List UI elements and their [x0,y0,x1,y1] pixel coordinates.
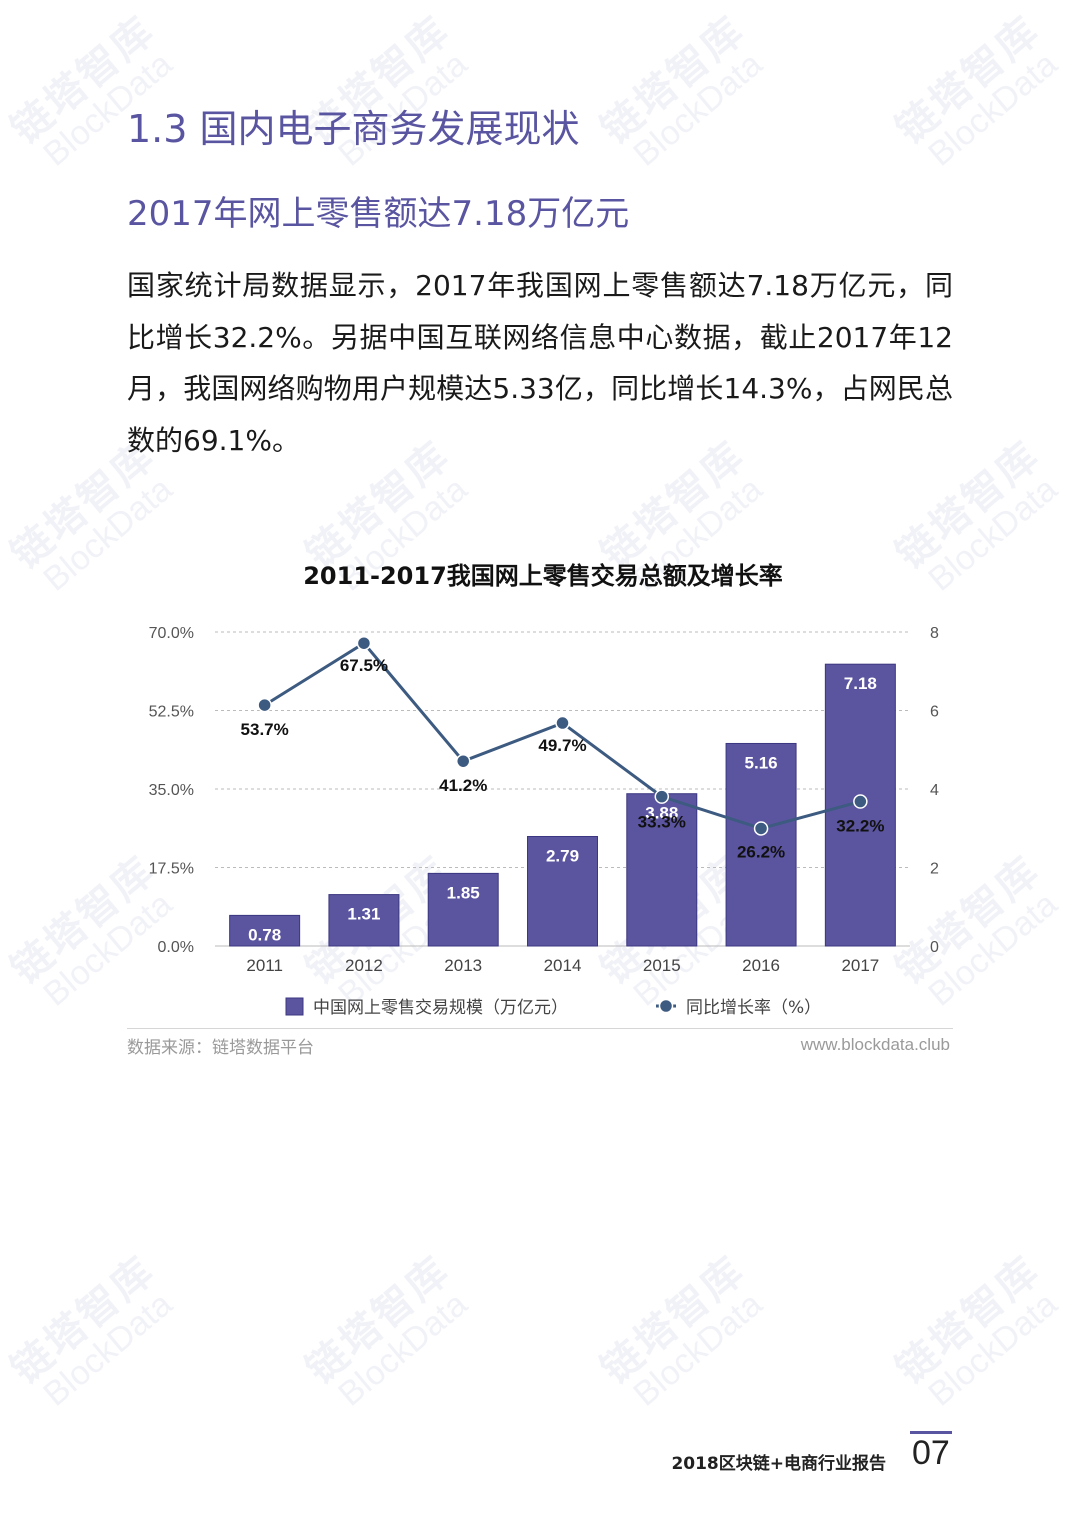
line-point [356,635,372,651]
x-tick-label: 2014 [544,956,582,975]
bar [427,872,499,947]
line-value-label: 32.2% [836,817,884,836]
bar-value-label: 7.18 [844,674,877,693]
line-value-label: 41.2% [439,776,487,795]
line-value-label: 33.3% [638,813,686,832]
bar-value-label: 2.79 [546,846,579,865]
line-point [753,821,769,836]
bar-value-label: 1.31 [347,905,380,924]
y-right-tick-label: 8 [930,625,939,642]
chart-title: 2011-2017我国网上零售交易总额及增长率 [303,562,783,590]
website-link: www.blockdata.club [800,1035,950,1054]
line-value-label: 67.5% [340,656,388,675]
line-point [853,794,868,809]
data-source-label: 数据来源：链塔数据平台 [127,1038,314,1058]
y-right-tick-label: 4 [930,782,939,799]
bar [626,793,698,947]
retail-chart: 2011-2017我国网上零售交易总额及增长率 0.0% 0 17.5% 2 35.0% 4… [149,562,939,1018]
y-left-tick-label: 0.0% [158,939,194,956]
bar [328,894,400,947]
body-paragraph: 国家统计局数据显示，2017年我国网上零售额达7.18万亿元，同比增长32.2%… [127,269,953,457]
bar-value-label: 3.88 [645,804,678,823]
x-tick-label: 2013 [444,956,482,975]
line-point [257,697,272,713]
y-left-tick-label: 52.5% [149,704,194,721]
line-point [555,715,570,731]
x-tick-label: 2017 [841,956,879,975]
bar [527,835,598,947]
source-divider [127,1028,953,1029]
page-number-accent [910,1431,952,1434]
sub-title: 2017年网上零售额达7.18万亿元 [127,194,630,234]
y-right-tick-label: 6 [930,704,939,721]
line-value-label: 26.2% [737,842,785,861]
line-value-label: 53.7% [241,720,289,739]
bar [229,914,301,947]
legend-swatch-line [658,998,674,1014]
x-tick-label: 2012 [345,956,383,975]
y-left-tick-label: 70.0% [149,625,194,642]
x-tick-label: 2015 [643,956,681,975]
x-tick-label: 2016 [742,956,780,975]
x-tick-label: 2011 [246,956,283,975]
y-right-tick-label: 2 [930,861,939,878]
line-point [654,789,670,804]
legend-label-line: 同比增长率（%） [686,998,821,1018]
bar-value-label: 5.16 [745,753,778,772]
legend-label-bars: 中国网上零售交易规模（万亿元） [313,998,568,1018]
report-name: 2018区块链+电商行业报告 [671,1454,886,1474]
line-value-label: 49.7% [538,736,586,755]
y-left-tick-label: 17.5% [149,861,194,878]
bar [725,742,797,947]
y-right-tick-label: 0 [930,939,939,956]
legend-swatch-bars [285,997,304,1016]
bar-value-label: 0.78 [248,925,281,944]
page-number: 07 [912,1434,950,1472]
bar-value-label: 1.85 [447,883,480,902]
section-title: 1.3 国内电子商务发展现状 [127,107,580,151]
y-left-tick-label: 35.0% [149,782,194,799]
line-point [455,753,471,769]
